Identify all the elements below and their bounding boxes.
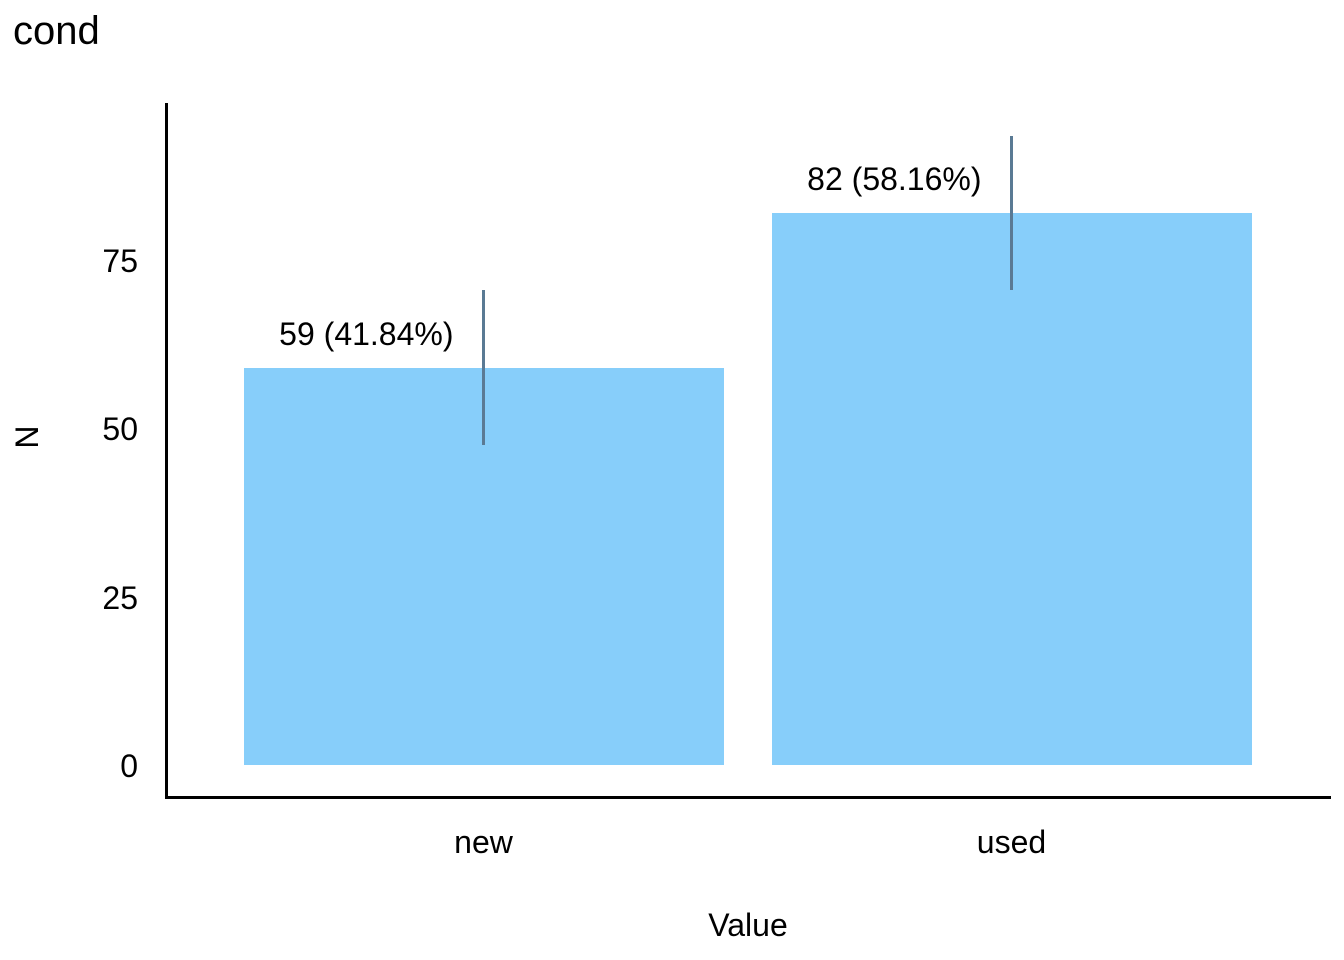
bar-value-label-used: 82 (58.16%) xyxy=(807,160,982,197)
chart-title: cond xyxy=(13,9,100,53)
y-axis-title: N xyxy=(9,425,45,449)
y-tick-label-25: 25 xyxy=(102,579,138,616)
x-tick-label-new: new xyxy=(454,824,513,860)
y-tick-label-0: 0 xyxy=(120,748,138,784)
y-tick-label-75: 75 xyxy=(102,243,138,280)
x-tick-label-used: used xyxy=(976,824,1047,860)
bar-used xyxy=(771,212,1252,765)
error-bar-used xyxy=(1010,135,1013,291)
x-axis-title: Value xyxy=(708,907,788,943)
bar-value-label-new: 59 (41.84%) xyxy=(279,315,454,352)
error-bar-new xyxy=(482,290,485,446)
y-axis-line xyxy=(165,103,168,799)
y-tick-label-50: 50 xyxy=(102,411,138,448)
x-axis-line xyxy=(165,796,1331,799)
